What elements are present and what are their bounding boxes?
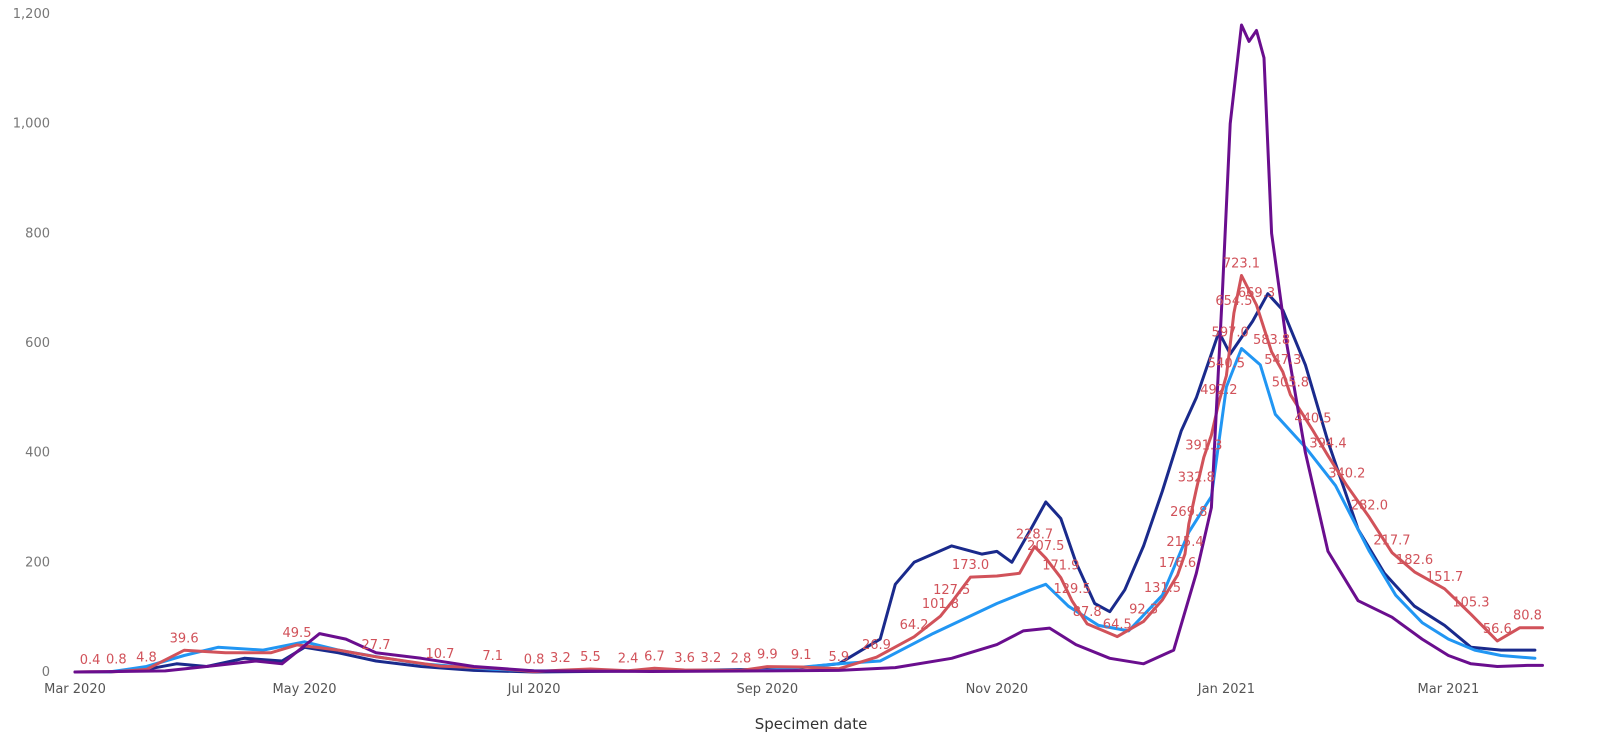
data-label: 5.5: [580, 650, 601, 665]
data-label: 597.0: [1212, 326, 1249, 341]
data-label: 56.6: [1483, 622, 1512, 637]
x-tick-label: Sep 2020: [736, 682, 798, 697]
series-lines: [73, 23, 1544, 674]
data-label: 151.7: [1426, 570, 1463, 585]
data-label: 0.8: [524, 653, 545, 668]
data-label: 583.8: [1253, 333, 1290, 348]
data-label: 669.3: [1238, 286, 1275, 301]
data-label: 39.6: [170, 631, 199, 646]
data-label: 4.8: [136, 650, 157, 665]
data-label: 176.6: [1159, 556, 1196, 571]
y-tick-label: 0: [42, 665, 50, 680]
data-label: 207.5: [1027, 539, 1064, 554]
series-line-2: [73, 347, 1537, 674]
data-label: 3.6: [674, 651, 695, 666]
data-label: 27.7: [362, 638, 391, 653]
series-line-1: [73, 292, 1537, 674]
data-label: 394.4: [1309, 437, 1346, 452]
x-tick-label: Jul 2020: [507, 682, 561, 697]
data-label: 49.5: [283, 626, 312, 641]
data-label: 101.8: [922, 597, 959, 612]
data-label: 64.2: [900, 618, 929, 633]
data-label: 64.5: [1103, 618, 1132, 633]
x-tick-label: Jan 2021: [1197, 682, 1255, 697]
data-label: 0.8: [106, 653, 127, 668]
y-tick-label: 200: [25, 555, 50, 570]
y-tick-label: 800: [25, 226, 50, 241]
data-label: 540.5: [1208, 357, 1245, 372]
data-label: 228.7: [1016, 528, 1053, 543]
data-label: 440.5: [1294, 411, 1331, 426]
x-tick-label: Mar 2020: [44, 682, 106, 697]
data-label: 80.8: [1513, 609, 1542, 624]
data-label: 173.0: [952, 558, 989, 573]
y-tick-label: 1,200: [13, 7, 50, 22]
data-label: 2.4: [618, 652, 639, 667]
x-tick-label: Mar 2021: [1418, 682, 1480, 697]
data-label: 340.2: [1328, 466, 1365, 481]
data-label: 171.9: [1042, 559, 1079, 574]
data-label: 3.2: [550, 651, 571, 666]
data-label: 492.2: [1200, 383, 1237, 398]
y-axis: 0 200 400 600 800 1,000 1,200: [13, 7, 50, 680]
y-tick-label: 1,000: [13, 117, 50, 132]
data-label: 5.9: [828, 650, 849, 665]
data-label: 131.5: [1144, 581, 1181, 596]
data-label: 0.4: [80, 653, 101, 668]
data-label: 391.3: [1185, 438, 1222, 453]
data-label: 182.6: [1396, 553, 1433, 568]
y-tick-label: 600: [25, 336, 50, 351]
data-label: 332.8: [1178, 471, 1215, 486]
data-label: 217.7: [1373, 534, 1410, 549]
data-label: 654.5: [1215, 294, 1252, 309]
data-label: 547.3: [1264, 353, 1301, 368]
x-tick-label: Nov 2020: [966, 682, 1029, 697]
data-label: 129.5: [1054, 582, 1091, 597]
data-label: 87.8: [1073, 605, 1102, 620]
y-tick-label: 400: [25, 446, 50, 461]
data-label: 92.3: [1129, 602, 1158, 617]
x-axis: Mar 2020 May 2020 Jul 2020 Sep 2020 Nov 2020…: [44, 682, 1479, 697]
x-tick-label: May 2020: [272, 682, 336, 697]
data-label: 215.4: [1166, 535, 1203, 550]
data-label: 282.0: [1351, 498, 1388, 513]
x-axis-title: Specimen date: [755, 715, 868, 733]
series-line-3: [73, 274, 1544, 674]
data-label: 26.9: [862, 638, 891, 653]
data-label: 105.3: [1452, 595, 1489, 610]
data-label: 269.8: [1170, 505, 1207, 520]
data-label: 127.5: [933, 583, 970, 598]
data-label: 10.7: [426, 647, 455, 662]
data-label: 723.1: [1223, 257, 1260, 272]
data-label: 9.9: [757, 648, 778, 663]
data-label: 7.1: [482, 649, 503, 664]
series-line-4: [73, 23, 1544, 674]
data-label: 9.1: [791, 648, 812, 663]
data-label: 6.7: [644, 649, 665, 664]
data-label: 2.8: [731, 651, 752, 666]
data-labels: 0.4 0.8 4.8 39.6 49.5 27.7 10.7 7.1 0.8 3.2 5.5 2.4…: [80, 257, 1542, 668]
data-label: 3.2: [701, 651, 722, 666]
data-label: 505.8: [1272, 376, 1309, 391]
